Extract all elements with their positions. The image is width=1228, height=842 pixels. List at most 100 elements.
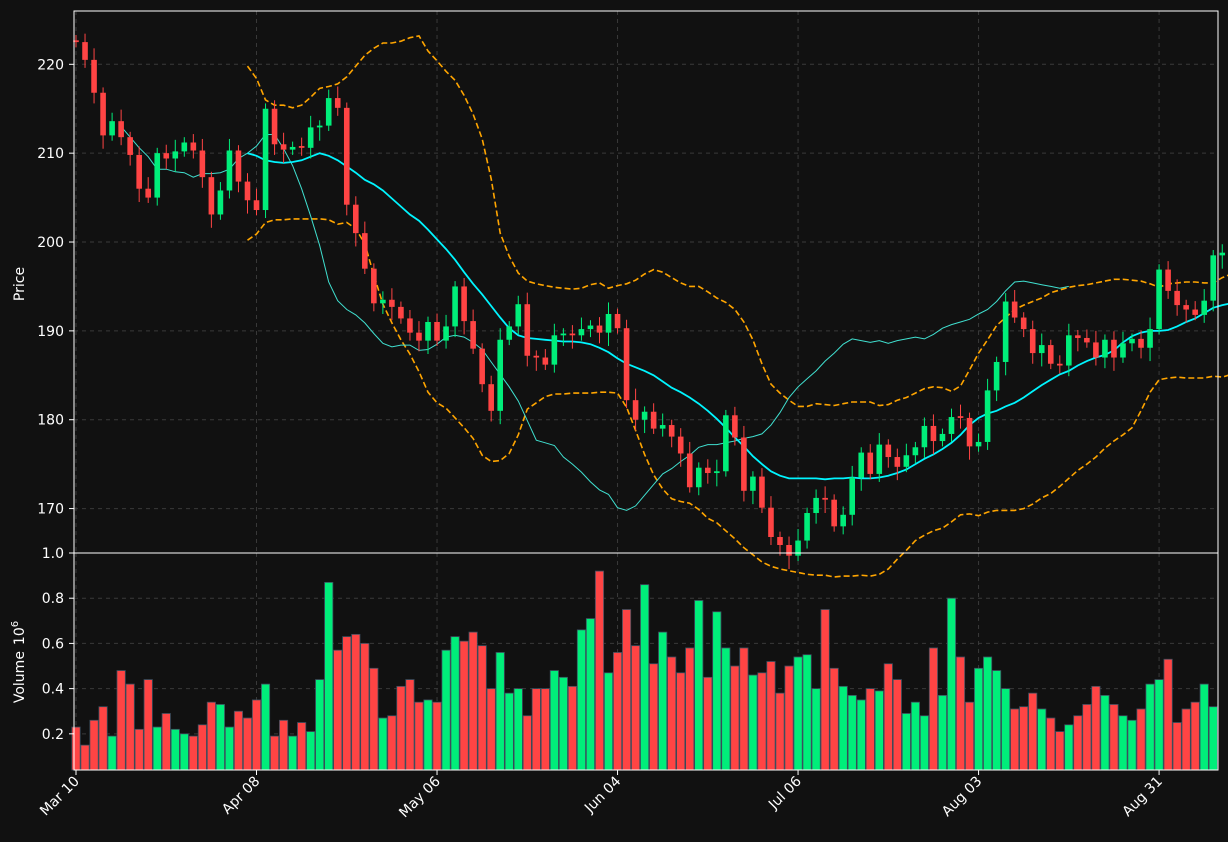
candle-body xyxy=(840,514,846,527)
volume-bar xyxy=(522,715,532,771)
candle-body xyxy=(695,467,702,488)
volume-bar xyxy=(1208,706,1218,771)
volume-bar xyxy=(694,600,704,771)
candle-body xyxy=(1038,345,1045,354)
volume-bar xyxy=(1082,704,1092,771)
candle-body xyxy=(91,59,97,93)
volume-bar xyxy=(829,667,839,771)
price-tick-label: 210 xyxy=(37,146,64,162)
price-tick-label: 220 xyxy=(37,57,64,73)
volume-bar xyxy=(513,688,523,771)
volume-bar xyxy=(206,701,216,771)
volume-bar xyxy=(983,656,993,771)
volume-bar xyxy=(260,683,271,771)
price-tick-label: 190 xyxy=(37,324,64,340)
candle-body xyxy=(334,98,341,108)
volume-bar xyxy=(224,726,234,771)
volume-bar xyxy=(540,688,550,771)
candle-body xyxy=(813,497,819,514)
volume-bar xyxy=(1091,685,1101,771)
candle-body xyxy=(389,299,395,307)
candle-body xyxy=(199,150,206,178)
candle-body xyxy=(470,321,476,349)
volume-bar xyxy=(233,710,244,771)
volume-tick-label: 0.4 xyxy=(42,682,64,698)
candle-body xyxy=(732,415,738,438)
volume-bar xyxy=(477,645,487,771)
volume-bar xyxy=(874,690,884,771)
candle-body xyxy=(849,477,856,515)
volume-axis-label-power: 6 xyxy=(10,621,21,627)
candle-body xyxy=(316,125,323,128)
candle-body xyxy=(1219,252,1226,256)
candle-body xyxy=(777,537,783,546)
candle-body xyxy=(1056,363,1063,366)
candle-body xyxy=(659,425,666,429)
volume-bar xyxy=(315,679,325,771)
volume-bar xyxy=(676,672,686,771)
volume-bar xyxy=(1028,692,1038,771)
candle-body xyxy=(894,457,901,467)
candle-body xyxy=(623,328,630,401)
volume-bar xyxy=(504,692,514,771)
candle-body xyxy=(704,467,711,474)
candle-body xyxy=(208,177,215,215)
candle-body xyxy=(993,361,1000,391)
price-tick-label: 200 xyxy=(37,235,64,251)
candle-body xyxy=(380,299,386,304)
candle-body xyxy=(750,476,756,491)
volume-bar xyxy=(820,609,830,771)
volume-bar xyxy=(306,731,316,771)
volume-bar xyxy=(369,667,379,771)
volume-bar xyxy=(928,647,938,771)
volume-bar xyxy=(531,688,541,771)
volume-panel-frame xyxy=(73,552,1219,771)
volume-bar xyxy=(351,633,361,771)
volume-bar xyxy=(865,688,875,771)
volume-bar xyxy=(594,570,605,771)
candle-body xyxy=(1165,269,1171,291)
candle-body xyxy=(984,390,991,442)
candle-body xyxy=(822,497,828,500)
candle-body xyxy=(235,150,242,182)
candle-body xyxy=(741,437,747,491)
candle-body xyxy=(325,98,332,126)
candle-body xyxy=(371,268,377,304)
candle-body xyxy=(452,286,458,327)
volume-bar xyxy=(667,656,677,771)
candle-body xyxy=(461,286,467,322)
volume-bar xyxy=(360,643,370,771)
volume-bar xyxy=(784,665,794,771)
candle-body xyxy=(885,444,892,458)
candle-body xyxy=(677,436,684,454)
volume-bar xyxy=(1019,706,1029,771)
volume-bar xyxy=(1010,708,1020,771)
candle-body xyxy=(1183,305,1189,310)
candle-body xyxy=(957,416,964,418)
volume-bar xyxy=(495,652,505,771)
candle-body xyxy=(786,545,792,556)
candle-body xyxy=(425,321,431,341)
volume-tick-label: 0.2 xyxy=(42,727,64,743)
volume-bar xyxy=(974,667,984,771)
candle-body xyxy=(578,329,585,336)
candle-body xyxy=(551,335,558,365)
slow-moving-average-line xyxy=(247,152,1228,481)
candle-body xyxy=(1138,338,1144,348)
candle-body xyxy=(1156,269,1162,330)
volume-bar xyxy=(964,701,975,771)
volume-bar xyxy=(649,663,659,771)
candle-body xyxy=(253,200,260,211)
volume-bar xyxy=(242,717,253,771)
candle-body xyxy=(650,411,657,429)
moving-averages xyxy=(120,126,1228,511)
candle-body xyxy=(362,233,368,269)
volume-axis-label-exponent: 10 xyxy=(12,627,28,645)
volume-bar xyxy=(179,733,189,771)
candle-body xyxy=(443,326,449,341)
candle-body xyxy=(632,400,639,420)
volume-bar xyxy=(134,728,144,771)
candle-body xyxy=(533,355,540,358)
volume-bar xyxy=(1181,708,1191,771)
